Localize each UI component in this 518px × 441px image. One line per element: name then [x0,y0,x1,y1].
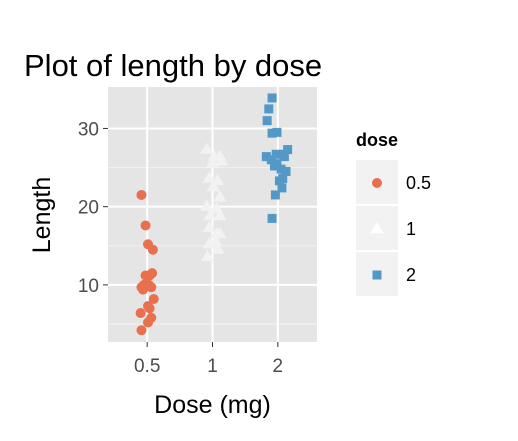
data-point [274,176,284,186]
data-point [279,152,289,162]
data-point [202,237,216,249]
data-point [140,220,151,231]
data-point [261,152,271,162]
data-point [140,279,151,290]
data-point [200,199,214,211]
data-point [205,156,220,168]
legend-item: 2 [356,252,416,296]
legend-key [372,270,382,280]
legend-label: 1 [406,219,416,239]
data-point [143,317,154,328]
data-point [203,209,217,221]
legend-item: 0.5 [356,160,431,204]
legend-label: 2 [406,265,416,285]
data-point [136,325,147,336]
data-point [281,166,291,176]
data-point [135,308,146,319]
data-point [267,93,277,103]
data-point [200,142,214,154]
data-point [211,242,225,254]
data-point [267,213,277,223]
legend: dose 0.5 1 2 [356,130,431,296]
data-point [276,164,286,174]
x-tick-label: 0.5 [134,356,160,377]
chart-title: Plot of length by dose [24,48,322,83]
data-point [213,227,227,239]
data-point [202,220,216,232]
y-axis: 10 20 30 [78,119,108,297]
data-point [213,190,227,202]
data-point [270,190,280,200]
x-axis: 0.5 1 2 [134,342,283,377]
data-point [136,189,147,200]
data-point [283,145,293,155]
data-point [270,161,280,171]
data-point [214,154,229,166]
data-point [266,155,276,165]
data-point [144,270,155,281]
data-point [206,180,220,192]
data-point [264,104,274,114]
legend-title: dose [356,130,398,150]
series-1 [200,142,229,261]
legend-key [372,178,382,188]
data-point [272,127,282,137]
data-point [202,171,216,183]
data-points [135,93,293,336]
data-point [200,249,215,261]
series-2 [261,93,293,223]
data-point [267,128,277,138]
legend-item: 1 [356,206,416,250]
data-point [148,293,159,304]
data-point [213,209,227,221]
x-tick-label: 2 [273,356,284,377]
legend-label: 0.5 [406,173,431,193]
data-point [271,149,281,159]
y-tick-label: 20 [78,198,99,219]
x-tick-label: 1 [207,356,218,377]
x-axis-title: Dose (mg) [154,391,271,419]
series-0.5 [135,189,159,336]
data-point [144,303,155,314]
data-point [262,116,272,126]
y-tick-label: 10 [78,276,99,297]
y-tick-label: 30 [78,119,99,140]
legend-key [370,222,384,234]
data-point [147,244,158,255]
y-axis-title: Length [28,177,56,253]
data-point [277,183,287,193]
